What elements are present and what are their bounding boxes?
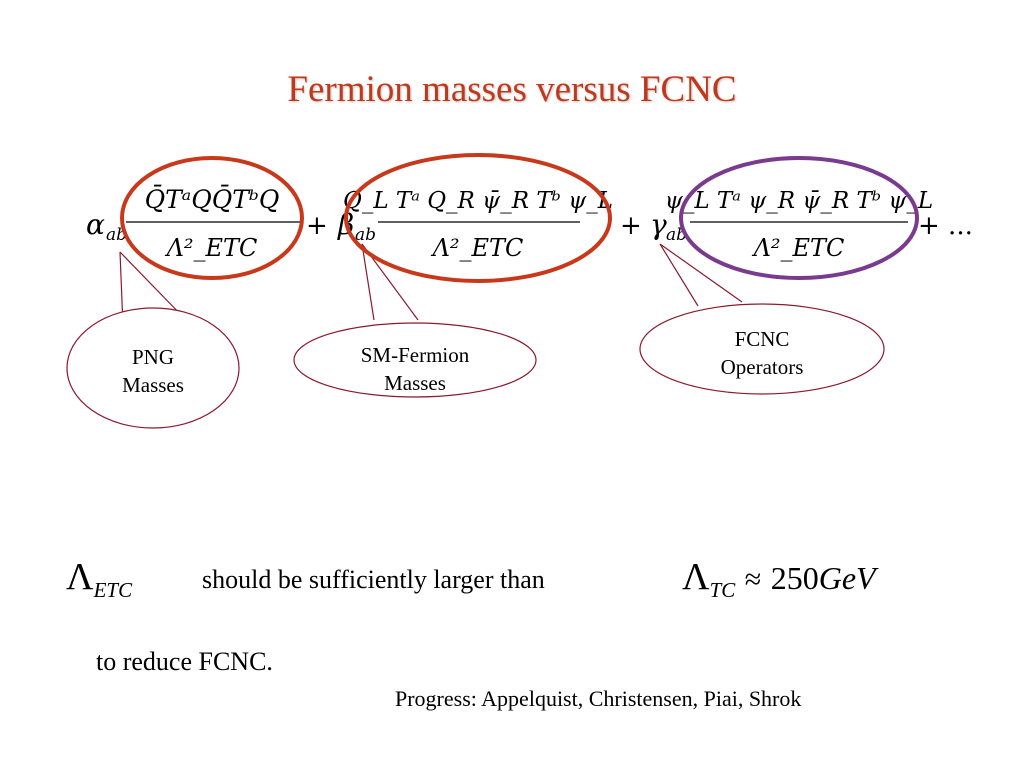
term1-numerator: Q̄TᵃQQ̄TᵇQ — [145, 185, 280, 214]
plus-sign-2: + — [620, 211, 642, 241]
progress-citation: Progress: Appelquist, Christensen, Piai,… — [395, 686, 802, 711]
sm-callout-line1: SM-Fermion — [360, 343, 470, 367]
slide-title: Fermion masses versus FCNC — [287, 69, 737, 110]
term2-highlight-circle — [344, 153, 612, 283]
alpha-coefficient: α — [86, 208, 105, 241]
sm-fermion-callout-bubble — [293, 322, 537, 398]
approx-sign: ≈ — [744, 563, 762, 596]
sm-fermion-masses-callout: SM-Fermion Masses — [318, 341, 512, 397]
lambda-etc-glyph: Λ — [66, 556, 94, 598]
gamma-coefficient: γ — [650, 208, 667, 241]
lambda-tc-subscript: TC — [709, 578, 736, 602]
reduce-fcnc-text: to reduce FCNC. — [96, 647, 273, 676]
fcnc-callout-bubble — [639, 303, 885, 395]
lambda-etc-symbol: ΛETC — [66, 555, 132, 603]
beta-subscript: ab — [355, 225, 376, 245]
trailing-ellipsis: + ... — [918, 211, 973, 241]
term1-highlight-circle — [120, 156, 304, 280]
comparison-text: should be sufficiently larger than — [202, 565, 545, 594]
term3-denominator: Λ²_ETC — [752, 234, 845, 262]
fcnc-callout-line1: FCNC — [734, 327, 790, 351]
sm-callout-line2: Masses — [384, 371, 446, 395]
term3-numerator: ψ_L Tᵃ ψ_R ψ̄_R Tᵇ ψ_L — [665, 188, 933, 214]
term2-numerator: Q_L Tᵃ Q_R ψ̄_R Tᵇ ψ_L — [343, 188, 613, 214]
term1-denominator: Λ²_ETC — [165, 234, 258, 262]
lambda-tc-glyph: Λ — [682, 556, 710, 598]
term3-highlight-circle — [679, 156, 919, 280]
energy-value: 250 — [770, 560, 819, 596]
png-masses-callout: PNG Masses — [103, 343, 203, 399]
png-callout-line1: PNG — [131, 345, 174, 369]
lambda-etc-subscript: ETC — [93, 578, 133, 602]
fcnc-callout-line2: Operators — [720, 355, 804, 379]
lambda-tc-expression: ΛTC ≈ 250GeV — [682, 555, 876, 603]
term2-denominator: Λ²_ETC — [431, 234, 524, 262]
png-callout-bubble — [66, 307, 240, 429]
energy-unit: GeV — [818, 560, 876, 596]
fcnc-operators-callout: FCNC Operators — [682, 325, 842, 381]
fcnc-pointer — [659, 243, 743, 307]
plus-sign-1: + — [306, 211, 328, 241]
png-callout-line2: Masses — [122, 373, 184, 397]
